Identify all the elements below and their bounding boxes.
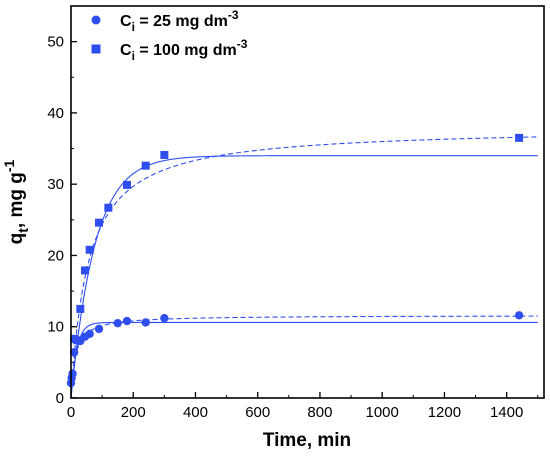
x-tick-label: 1000 — [365, 404, 398, 421]
data-point-circle — [85, 329, 94, 339]
fit-line-solid-1 — [70, 155, 538, 399]
legend-marker-circle — [91, 15, 101, 25]
y-tick-label: 30 — [47, 176, 64, 193]
y-tick-label: 50 — [47, 34, 64, 51]
data-point-square — [73, 336, 82, 345]
x-tick-label: 400 — [183, 404, 208, 421]
data-point-square — [141, 161, 150, 170]
legend-label-100: Ci = 100 mg dm-3 — [120, 37, 248, 63]
x-tick-label: 800 — [307, 404, 332, 421]
data-point-circle — [68, 369, 77, 378]
data-point-square — [160, 150, 169, 159]
x-tick-label: 1400 — [490, 404, 523, 421]
data-point-square — [515, 133, 524, 142]
legend-marker-square — [91, 44, 101, 54]
data-point-square — [95, 218, 104, 227]
plot-frame — [70, 5, 545, 399]
x-tick-label: 0 — [67, 404, 75, 421]
y-tick-label: 10 — [47, 319, 64, 336]
data-point-square — [85, 245, 94, 254]
x-tick-label: 200 — [121, 404, 146, 421]
data-point-circle — [69, 348, 79, 357]
data-point-circle — [141, 318, 150, 327]
fit-line-dashed-1 — [70, 136, 538, 399]
y-tick-label: 0 — [56, 390, 64, 407]
data-point-circle — [113, 318, 122, 328]
fit-line-dashed-0 — [70, 315, 538, 399]
x-tick-label: 600 — [245, 404, 270, 421]
data-point-circle — [122, 316, 132, 326]
x-tick-label: 1200 — [428, 404, 461, 421]
chart-axes: 0 200 400 600 800 1000 1200 1400 0 10 20 30 40 50 — [47, 34, 539, 421]
data-point-circle — [160, 313, 169, 323]
y-tick-label: 40 — [47, 105, 64, 122]
data-point-circle — [94, 324, 104, 334]
legend: Ci = 25 mg dm-3 Ci = 100 mg dm-3 — [91, 8, 248, 63]
data-point-circle — [514, 311, 524, 320]
data-point-square — [123, 180, 132, 189]
fit-curves — [70, 136, 538, 399]
data-point-square — [104, 203, 113, 212]
y-tick-label: 20 — [47, 247, 64, 264]
x-axis-title: Time, min — [263, 430, 351, 451]
fit-line-solid-0 — [70, 321, 538, 399]
legend-label-25: Ci = 25 mg dm-3 — [120, 8, 239, 34]
data-point-square — [81, 266, 90, 275]
data-point-square — [76, 304, 85, 313]
y-axis-title: qt, mg g-1 — [1, 159, 31, 244]
